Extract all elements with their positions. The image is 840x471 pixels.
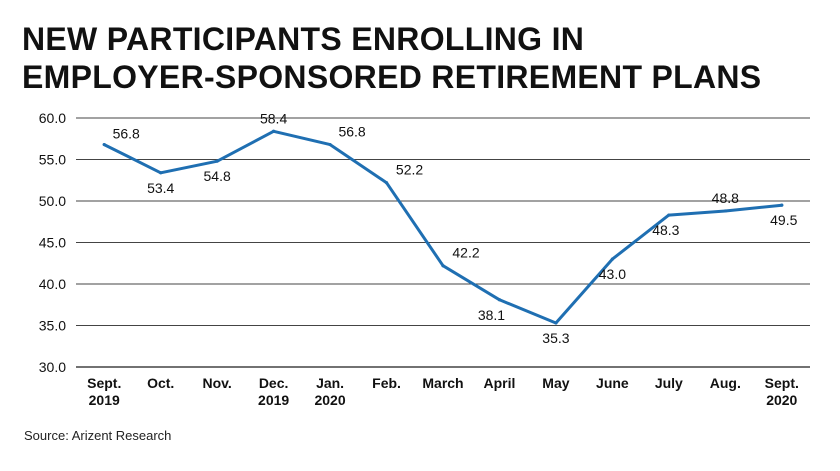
data-point <box>723 209 727 213</box>
data-label: 56.8 <box>338 124 365 140</box>
data-label: 48.8 <box>712 190 739 206</box>
chart-title: NEW PARTICIPANTS ENROLLING IN EMPLOYER-S… <box>22 20 761 96</box>
chart-title-line-1: NEW PARTICIPANTS ENROLLING IN <box>22 21 585 57</box>
data-label: 49.5 <box>770 212 797 228</box>
chart-title-line-2: EMPLOYER-SPONSORED RETIREMENT PLANS <box>22 59 762 95</box>
x-tick-label: June <box>596 375 629 391</box>
x-tick-label: 2020 <box>314 392 345 408</box>
x-tick-label: Sept. <box>765 375 799 391</box>
y-tick-label: 45.0 <box>39 235 66 251</box>
source-note: Source: Arizent Research <box>24 428 172 443</box>
x-tick-label: 2020 <box>766 392 797 408</box>
data-label: 52.2 <box>396 162 423 178</box>
gridlines <box>76 117 810 368</box>
data-point <box>384 181 389 185</box>
data-label: 48.3 <box>652 222 679 238</box>
data-point <box>328 142 332 147</box>
series-line-layer <box>102 129 784 325</box>
y-axis-tick-labels: 60.0 55.0 50.0 45.0 40.0 35.0 30.0 <box>39 110 66 375</box>
data-point <box>554 321 558 325</box>
series-line <box>102 129 784 325</box>
x-tick-label: Aug. <box>710 375 741 391</box>
data-labels: 56.8 53.4 54.8 58.4 56.8 52.2 42.2 38.1 35.3 43.0… <box>113 110 798 346</box>
x-tick-label: Dec. <box>259 375 289 391</box>
data-point <box>159 171 163 175</box>
data-label: 56.8 <box>113 126 140 142</box>
data-label: 42.2 <box>452 245 479 261</box>
x-tick-label: 2019 <box>258 392 289 408</box>
data-point <box>497 298 502 302</box>
y-tick-label: 40.0 <box>39 276 66 292</box>
y-tick-label: 30.0 <box>39 359 66 375</box>
data-label: 43.0 <box>599 266 626 282</box>
data-label: 35.3 <box>542 330 569 346</box>
x-tick-label: 2019 <box>89 392 120 408</box>
y-tick-label: 35.0 <box>39 318 66 334</box>
x-tick-label: Oct. <box>147 375 174 391</box>
data-point <box>441 264 445 268</box>
x-tick-label: July <box>655 375 683 391</box>
data-label: 58.4 <box>260 110 287 126</box>
x-tick-label: Sept. <box>87 375 121 391</box>
data-point <box>780 203 784 207</box>
y-tick-label: 55.0 <box>39 152 66 168</box>
x-tick-label: Jan. <box>316 375 344 391</box>
data-label: 53.4 <box>147 180 174 196</box>
x-tick-label: Nov. <box>202 375 231 391</box>
x-tick-label: May <box>542 375 569 391</box>
x-tick-label: March <box>422 375 463 391</box>
data-point <box>667 213 671 217</box>
x-tick-label: Feb. <box>372 375 401 391</box>
data-point <box>215 159 219 163</box>
data-point <box>610 257 614 261</box>
data-label: 54.8 <box>204 168 231 184</box>
y-tick-label: 60.0 <box>39 110 66 126</box>
data-point <box>102 142 106 147</box>
data-point <box>272 129 276 133</box>
x-tick-label: April <box>484 375 516 391</box>
data-label: 38.1 <box>478 307 505 323</box>
y-tick-label: 50.0 <box>39 193 66 209</box>
